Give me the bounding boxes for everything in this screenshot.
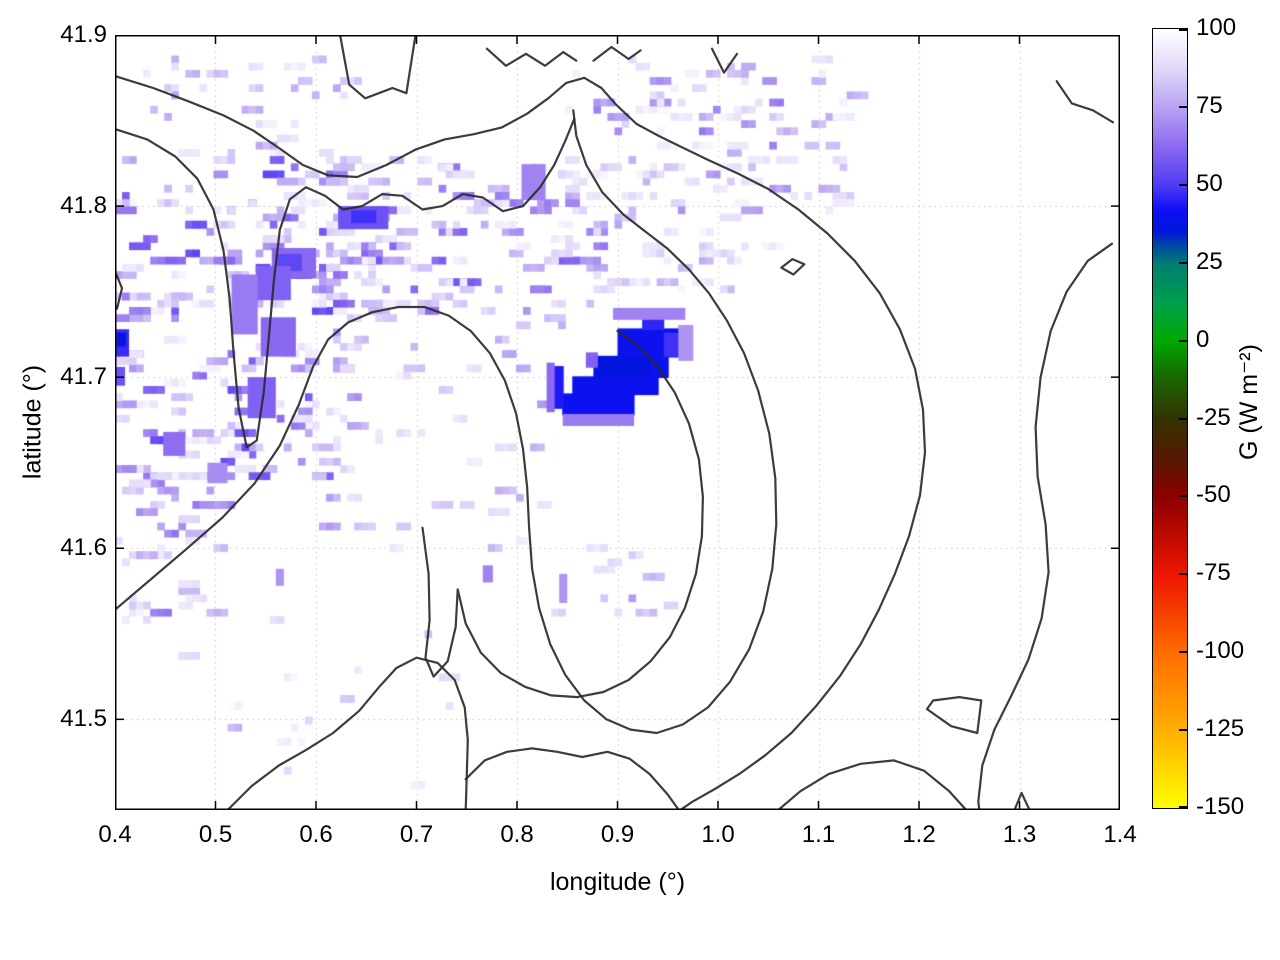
colorbar-tick-mark [1179, 105, 1187, 108]
x-tick-label: 0.8 [500, 821, 534, 848]
contour-overlay [115, 35, 1120, 810]
colorbar-tick-mark [1179, 806, 1187, 808]
x-axis-title: longitude (°) [549, 868, 686, 896]
contour-line-bottom-notch [1013, 791, 1031, 810]
contour-line-top-check [710, 47, 739, 74]
contour-line-bottom-right-squiggle [777, 759, 968, 810]
colorbar-tick-label: -100 [1196, 637, 1245, 665]
colorbar [1152, 28, 1188, 809]
y-tick-label: 41.6 [60, 534, 107, 562]
colorbar-tick-mark [1179, 261, 1187, 264]
contour-line-top-right-corner [1055, 80, 1115, 124]
x-tick-label: 1.2 [902, 821, 936, 848]
colorbar-tick-label: 0 [1196, 325, 1210, 353]
contour-line-small-closed-loop [925, 695, 983, 735]
colorbar-tick-label: -75 [1196, 559, 1231, 587]
x-tick-label: 1.4 [1103, 821, 1137, 848]
colorbar-tick-label: 25 [1196, 247, 1223, 275]
colorbar-tick-label: 75 [1196, 91, 1223, 119]
y-tick-label: 41.8 [60, 192, 107, 220]
contour-line-small-lens [780, 258, 806, 276]
colorbar-tick-mark [1179, 183, 1187, 186]
y-tick-label: 41.7 [60, 363, 107, 391]
colorbar-tick-label: 50 [1196, 169, 1223, 197]
plot-border [115, 35, 1120, 810]
colorbar-tick-label: -25 [1196, 403, 1231, 431]
colorbar-tick-mark [1179, 495, 1187, 498]
colorbar-tick-label: -125 [1196, 715, 1245, 743]
plot-area [115, 35, 1120, 810]
colorbar-tick-mark [1179, 573, 1187, 576]
heatmap-raster [115, 35, 1120, 810]
contour-line-left-edge-mark [115, 270, 124, 310]
colorbar-title: G (W m⁻²) [1235, 344, 1263, 460]
colorbar-tick-mark [1179, 339, 1187, 342]
contour-line-outer-ridge [115, 74, 927, 810]
contour-line-bottom-arch [226, 656, 469, 810]
contour-line-bottom-mid [464, 747, 680, 810]
contour-line-valley-line [115, 117, 576, 449]
y-tick-label: 41.9 [60, 21, 107, 48]
contour-line-top-squiggle-b [592, 45, 642, 62]
x-tick-label: 1.0 [701, 821, 735, 848]
colorbar-tick-label: 100 [1196, 14, 1237, 41]
colorbar-tick-mark [1179, 417, 1187, 420]
colorbar-tick-mark [1179, 651, 1187, 654]
x-tick-label: 1.1 [801, 821, 836, 848]
colorbar-tick-mark [1179, 29, 1187, 31]
x-tick-label: 0.6 [299, 821, 333, 848]
contour-line-right-edge-line [977, 242, 1114, 810]
x-tick-label: 0.4 [98, 821, 132, 848]
colorbar-tick-mark [1179, 729, 1187, 732]
contour-line-hook-loop [421, 329, 705, 699]
x-tick-label: 0.9 [600, 821, 635, 848]
x-tick-label: 0.5 [198, 821, 233, 848]
contour-line-top-squiggle-a [485, 47, 578, 67]
x-tick-label: 1.3 [1002, 821, 1037, 848]
x-tick-label: 0.7 [399, 821, 434, 848]
contour-line-inner-loop [115, 109, 778, 735]
colorbar-tick-label: -50 [1196, 481, 1231, 509]
y-tick-label: 41.5 [60, 705, 107, 733]
contour-line-top-v [339, 35, 417, 100]
colorbar-tick-label: -150 [1196, 793, 1245, 820]
